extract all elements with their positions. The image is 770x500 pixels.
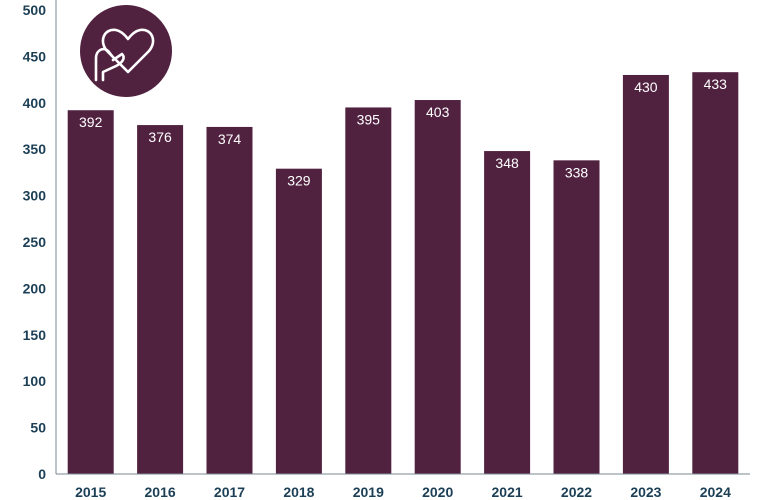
y-tick-label: 250 [23, 234, 47, 250]
bar-value-label: 329 [287, 173, 311, 189]
x-tick-label: 2017 [214, 484, 245, 500]
hand-holding-heart-icon [80, 5, 172, 97]
x-tick-label: 2022 [561, 484, 592, 500]
bar-2024 [692, 72, 739, 475]
bar-value-label: 376 [148, 129, 172, 145]
x-tick-label: 2018 [283, 484, 314, 500]
y-tick-label: 350 [23, 141, 47, 157]
bar-2018 [275, 168, 322, 474]
x-tick-label: 2021 [492, 484, 523, 500]
bar-2022 [553, 160, 600, 474]
bar-value-label: 395 [357, 111, 381, 127]
y-tick-label: 450 [23, 48, 47, 64]
bar-value-label: 338 [565, 164, 589, 180]
bar-value-label: 348 [495, 155, 519, 171]
y-tick-label: 200 [23, 280, 47, 296]
x-tick-label: 2019 [353, 484, 384, 500]
bar-value-label: 433 [704, 76, 728, 92]
bar-value-label: 403 [426, 104, 450, 120]
bar-labels-group: 392 376 374 329 395 403 348 338 430 433 [79, 76, 727, 189]
bar-2020 [414, 100, 461, 475]
bar-2017 [206, 126, 253, 475]
bar-value-label: 374 [218, 131, 242, 147]
x-tick-label: 2024 [700, 484, 731, 500]
y-tick-labels: 0 50 100 150 200 250 300 350 400 450 500 [23, 2, 47, 482]
bars-group [67, 72, 739, 475]
x-tick-labels: 2015 2016 2017 2018 2019 2020 2021 2022 2023 2024 [75, 484, 731, 500]
bar-2019 [345, 107, 392, 474]
bar-2023 [622, 74, 669, 475]
y-tick-label: 300 [23, 188, 47, 204]
y-tick-label: 100 [23, 373, 47, 389]
y-tick-label: 0 [38, 466, 46, 482]
x-tick-label: 2020 [422, 484, 453, 500]
bar-2016 [137, 125, 184, 474]
y-tick-label: 500 [23, 2, 47, 18]
bar-value-label: 392 [79, 114, 103, 130]
bar-2015 [67, 110, 114, 474]
icon-glyph [94, 28, 155, 82]
x-tick-label: 2016 [145, 484, 176, 500]
y-tick-label: 50 [30, 420, 46, 436]
x-tick-label: 2015 [75, 484, 106, 500]
bar-2021 [484, 151, 531, 474]
y-tick-label: 150 [23, 327, 47, 343]
bar-value-label: 430 [634, 79, 658, 95]
y-tick-label: 400 [23, 95, 47, 111]
x-tick-label: 2023 [630, 484, 661, 500]
icon-badge-circle [80, 5, 172, 97]
